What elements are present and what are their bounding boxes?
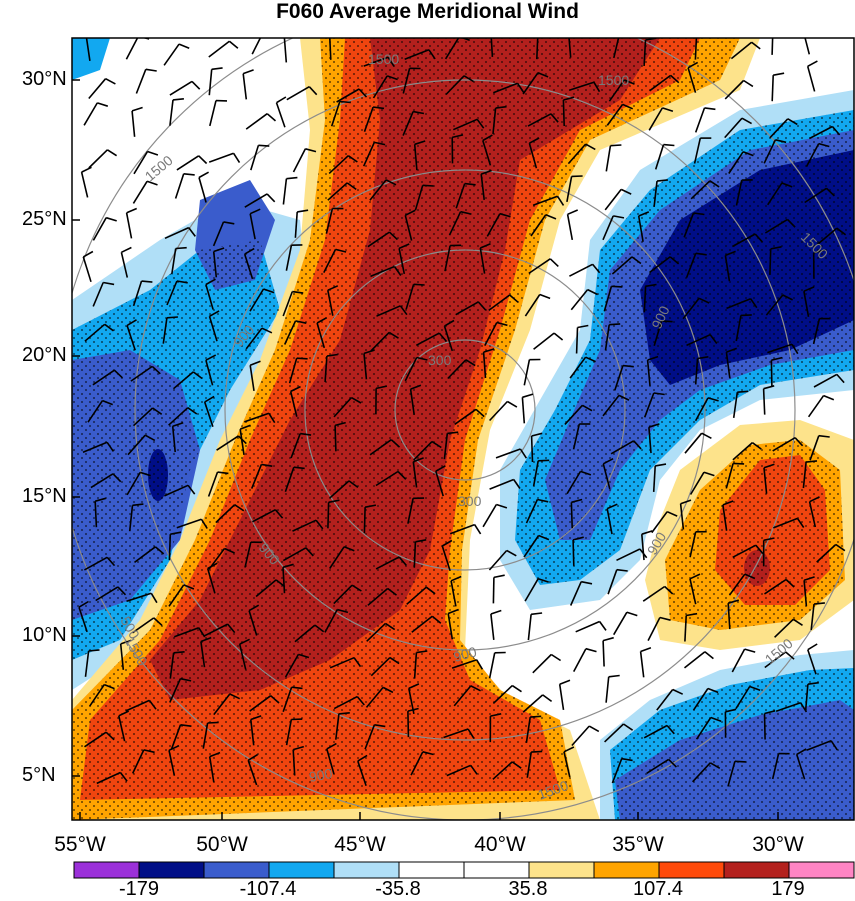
wind-barb-flag — [258, 145, 269, 146]
wind-barb-flag — [531, 751, 542, 752]
wind-barb-flag — [697, 32, 708, 34]
wind-barb — [571, 502, 572, 528]
colorbar-label: -107.4 — [240, 878, 297, 901]
wind-barb — [563, 100, 564, 126]
wind-barb-flag — [530, 716, 541, 717]
wind-barb-flag — [297, 358, 308, 359]
wind-barb-flag — [741, 315, 752, 316]
lat-label: 20°N — [22, 344, 67, 367]
wind-barb-flag — [737, 391, 748, 392]
wind-barb — [537, 33, 538, 59]
colorbar-label: -35.8 — [375, 878, 421, 901]
colorbar-swatch — [399, 862, 464, 878]
lat-label: 30°N — [22, 68, 67, 91]
map-area — [55, 0, 855, 820]
wind-barb-flag — [609, 324, 620, 325]
wind-barb — [577, 328, 578, 354]
wind-barb — [335, 425, 336, 451]
wind-barb-flag — [538, 31, 549, 33]
contour-label: 1500 — [598, 72, 629, 88]
wind-barb — [364, 507, 365, 533]
lat-label: 25°N — [22, 208, 67, 231]
wind-barb-flag — [330, 31, 341, 34]
wind-barb-flag — [339, 713, 350, 714]
colorbar-swatch — [204, 862, 269, 878]
colorbar-label: -179 — [119, 878, 159, 901]
wind-barb — [603, 641, 604, 667]
wind-barb-flag — [623, 366, 634, 367]
colorbar-swatch — [789, 862, 854, 878]
colorbar-label: 35.8 — [509, 878, 548, 901]
wind-barb-flag — [735, 761, 746, 762]
wind-barb-flag — [89, 650, 100, 651]
colorbar-swatch — [139, 862, 204, 878]
lon-label: 50°W — [196, 833, 248, 857]
lon-label: 45°W — [334, 833, 386, 857]
wind-barb-flag — [167, 317, 178, 318]
wind-barb — [770, 249, 771, 275]
wind-barb-flag — [176, 248, 187, 249]
wind-barb — [764, 389, 765, 415]
wind-barb-flag — [803, 24, 813, 29]
wind-barb-flag — [414, 284, 425, 285]
lon-label: 40°W — [474, 833, 526, 857]
colorbar-swatch — [529, 862, 594, 878]
lat-label: 10°N — [22, 624, 67, 647]
wind-barb-flag — [208, 722, 219, 723]
lon-label: 30°W — [752, 833, 804, 857]
lat-label: 15°N — [22, 485, 67, 508]
wind-barb-flag — [142, 281, 153, 282]
wind-barb-flag — [174, 652, 185, 653]
contour-label: 300 — [458, 493, 482, 509]
wind-barb-flag — [664, 145, 675, 146]
lon-label: 35°W — [612, 833, 664, 857]
colorbar-swatch — [334, 862, 399, 878]
wind-barb-flag — [184, 174, 195, 175]
colorbar-swatch — [659, 862, 724, 878]
wind-barb-flag — [611, 286, 622, 287]
wind-barb — [414, 542, 415, 568]
colorbar-swatch — [724, 862, 789, 878]
colorbar-swatch — [594, 862, 659, 878]
contour-label: 1500 — [368, 51, 399, 67]
wind-barb-flag — [264, 31, 275, 34]
wind-barb — [765, 714, 766, 740]
lon-label: 55°W — [54, 833, 106, 857]
wind-barb — [408, 711, 409, 737]
wind-barb — [772, 75, 773, 101]
wind-barb-flag — [340, 102, 351, 103]
colorbar-swatch — [74, 862, 139, 878]
wind-barb-flag — [569, 28, 580, 31]
lat-label: 5°N — [22, 764, 56, 787]
wind-barb — [771, 360, 772, 386]
wind-barb-flag — [286, 178, 297, 179]
wind-barb-flag — [733, 463, 744, 464]
wind-barb — [772, 29, 773, 55]
wind-barb-flag — [173, 99, 184, 100]
wind-barb — [169, 534, 170, 560]
wind-barb-flag — [423, 185, 434, 186]
colorbar — [74, 862, 854, 878]
wind-barb — [573, 540, 574, 566]
colorbar-label: 107.4 — [633, 878, 683, 901]
wind-barb-flag — [538, 460, 549, 461]
wind-barb-flag — [610, 145, 621, 146]
wind-barb — [493, 577, 494, 603]
wind-barb-flag — [773, 27, 784, 29]
wind-barb — [328, 502, 329, 528]
wind-barb-flag — [491, 28, 502, 31]
wind-barb-flag — [284, 33, 295, 36]
wind-barb — [532, 436, 533, 462]
wind-barb-flag — [86, 31, 96, 35]
colorbar-swatch — [269, 862, 334, 878]
colorbar-label: 179 — [771, 878, 804, 901]
colorbar-swatch — [464, 862, 529, 878]
contour-label: 300 — [428, 352, 452, 368]
